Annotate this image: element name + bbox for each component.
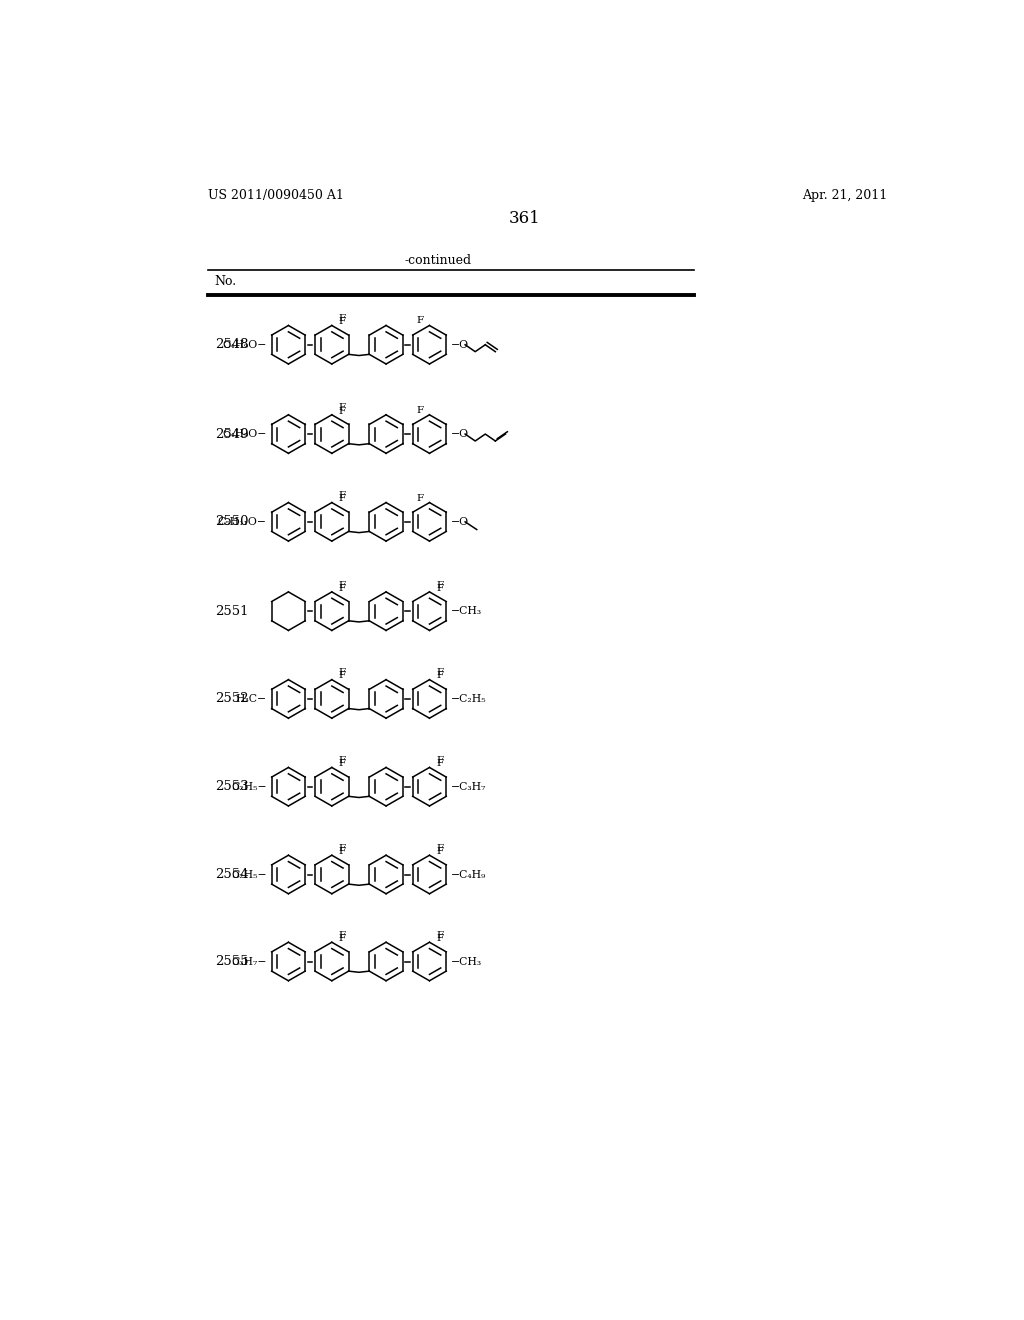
Text: F: F	[436, 581, 443, 590]
Text: F: F	[339, 847, 346, 857]
Text: H₃C−: H₃C−	[236, 694, 266, 704]
Text: −C₃H₇: −C₃H₇	[451, 781, 486, 792]
Text: F: F	[436, 759, 443, 768]
Text: F: F	[338, 756, 345, 766]
Text: F: F	[436, 668, 443, 677]
Text: 2549: 2549	[215, 428, 249, 441]
Text: C₅H₁₁O−: C₅H₁₁O−	[218, 517, 266, 527]
Text: C₃H₇−: C₃H₇−	[231, 957, 266, 966]
Text: F: F	[436, 843, 443, 853]
Text: C₂H₅−: C₂H₅−	[231, 870, 266, 879]
Text: −C₂H₅: −C₂H₅	[451, 694, 486, 704]
Text: F: F	[436, 583, 443, 593]
Text: F: F	[339, 407, 346, 416]
Text: F: F	[339, 672, 346, 681]
Text: 2554: 2554	[215, 869, 248, 880]
Text: −C₄H₉: −C₄H₉	[451, 870, 485, 879]
Text: F: F	[338, 581, 345, 590]
Text: Apr. 21, 2011: Apr. 21, 2011	[802, 189, 888, 202]
Text: F: F	[338, 314, 345, 323]
Text: No.: No.	[215, 275, 237, 288]
Text: F: F	[338, 931, 345, 940]
Text: F: F	[338, 491, 345, 500]
Text: 2555: 2555	[215, 954, 248, 968]
Text: US 2011/0090450 A1: US 2011/0090450 A1	[208, 189, 344, 202]
Text: F: F	[417, 405, 424, 414]
Text: F: F	[338, 843, 345, 853]
Text: F: F	[338, 404, 345, 412]
Text: −O: −O	[451, 339, 469, 350]
Text: F: F	[339, 317, 346, 326]
Text: F: F	[339, 495, 346, 503]
Text: C₄H₉O−: C₄H₉O−	[222, 339, 266, 350]
Text: −O: −O	[451, 517, 469, 527]
Text: F: F	[417, 494, 424, 503]
Text: −O: −O	[451, 429, 469, 440]
Text: F: F	[436, 935, 443, 942]
Text: F: F	[436, 931, 443, 940]
Text: 2553: 2553	[215, 780, 249, 793]
Text: F: F	[436, 847, 443, 857]
Text: F: F	[436, 672, 443, 681]
Text: 2548: 2548	[215, 338, 248, 351]
Text: 361: 361	[509, 210, 541, 227]
Text: F: F	[339, 583, 346, 593]
Text: F: F	[338, 668, 345, 677]
Text: −CH₃: −CH₃	[451, 606, 481, 616]
Text: 2550: 2550	[215, 515, 248, 528]
Text: C₂H₅−: C₂H₅−	[231, 781, 266, 792]
Text: −CH₃: −CH₃	[451, 957, 481, 966]
Text: C₄H₉O−: C₄H₉O−	[222, 429, 266, 440]
Text: F: F	[339, 935, 346, 942]
Text: -continued: -continued	[404, 253, 472, 267]
Text: 2552: 2552	[215, 693, 248, 705]
Text: F: F	[436, 756, 443, 766]
Text: 2551: 2551	[215, 605, 248, 618]
Text: F: F	[417, 317, 424, 326]
Text: F: F	[339, 759, 346, 768]
